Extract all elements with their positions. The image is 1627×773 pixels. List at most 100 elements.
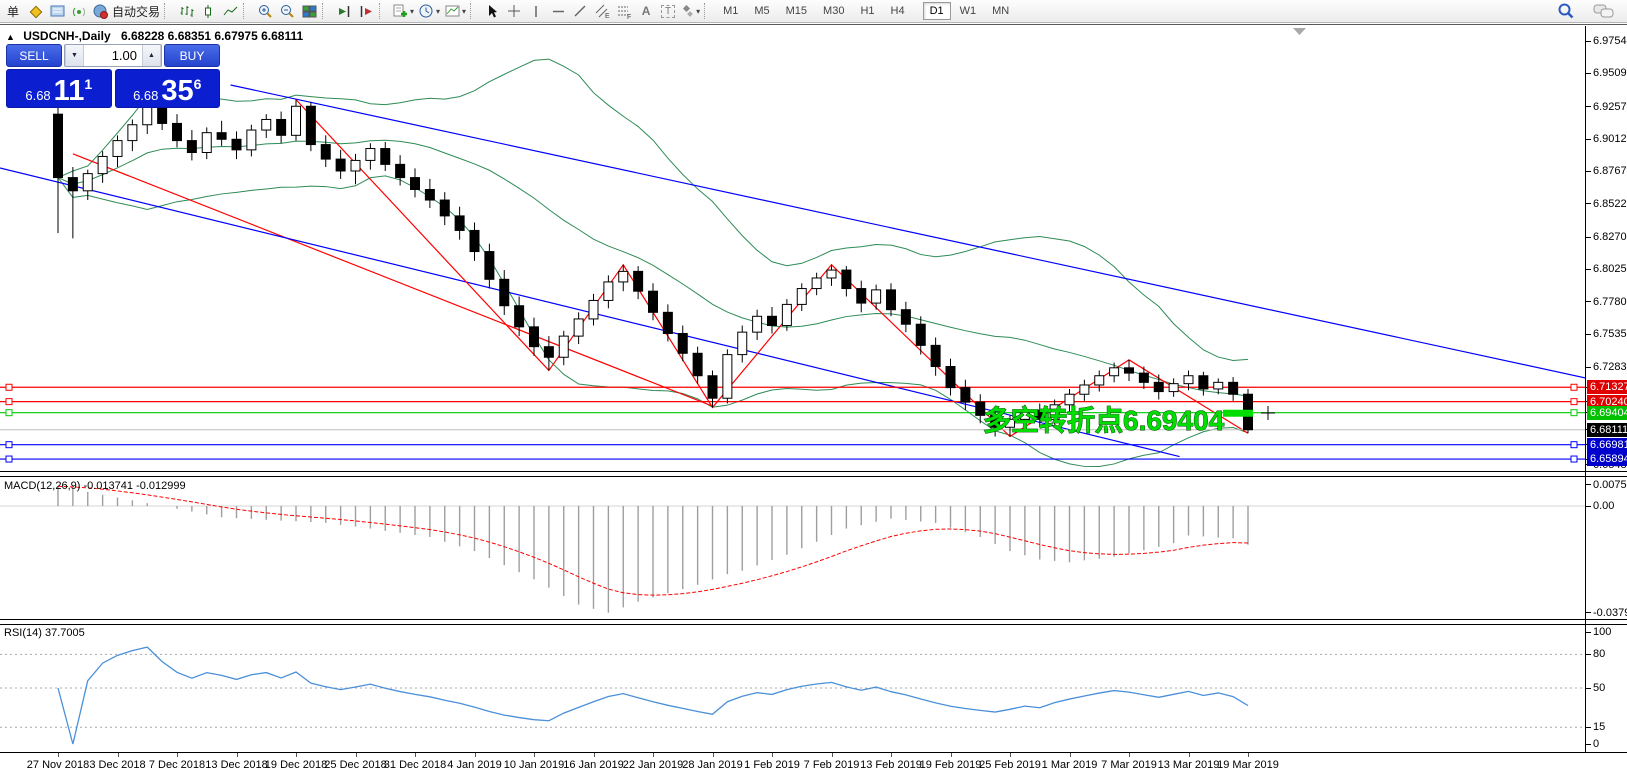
fibonacci-tool-button[interactable]: F xyxy=(613,1,635,21)
line-handle[interactable] xyxy=(5,383,13,391)
date-tick xyxy=(1010,753,1011,757)
chart-shift-button[interactable] xyxy=(355,1,377,21)
chart-shift-marker[interactable] xyxy=(1293,28,1306,35)
axis-tick xyxy=(1586,40,1591,42)
volume-up-button[interactable]: ▲ xyxy=(142,45,161,66)
axis-tick xyxy=(1586,268,1591,270)
candle-body xyxy=(127,124,138,142)
sell-button[interactable]: SELL xyxy=(6,44,62,67)
terminal-button[interactable] xyxy=(46,1,68,21)
indicators-button[interactable]: ▾ xyxy=(390,1,416,21)
line-handle[interactable] xyxy=(5,409,13,417)
line-handle[interactable] xyxy=(5,398,13,406)
line-handle[interactable] xyxy=(1570,441,1578,449)
candle-body xyxy=(424,188,435,201)
candlestick-mode-button[interactable] xyxy=(197,1,219,21)
line-handle[interactable] xyxy=(1570,455,1578,463)
line-handle[interactable] xyxy=(1570,398,1578,406)
buy-price-box[interactable]: 6.68 35 6 xyxy=(114,69,220,108)
chat-button[interactable] xyxy=(1591,1,1617,21)
bar-chart-mode-button[interactable] xyxy=(175,1,197,21)
crosshair-tool-button[interactable] xyxy=(503,1,525,21)
candle-body xyxy=(1019,409,1030,420)
trendline[interactable] xyxy=(230,84,1585,379)
search-button[interactable] xyxy=(1555,1,1577,21)
candle-body xyxy=(276,118,287,136)
candle-body xyxy=(1153,381,1164,393)
autotrading-label: 自动交易 xyxy=(112,4,161,19)
timeframe-m5[interactable]: M5 xyxy=(754,5,770,17)
panel-collapse-arrow[interactable]: ▲ xyxy=(6,32,15,42)
rsi-pane-canvas[interactable] xyxy=(0,624,1585,752)
timeframe-w1[interactable]: W1 xyxy=(959,5,977,17)
axis-label: 0 xyxy=(1593,738,1600,750)
timeframe-m1[interactable]: M1 xyxy=(723,5,739,17)
candle-body xyxy=(439,199,450,217)
timeframe-d1[interactable]: D1 xyxy=(922,2,951,20)
date-tick xyxy=(534,753,535,757)
new-order-button[interactable]: 单 xyxy=(2,1,24,21)
cursor-tool-button[interactable] xyxy=(481,1,503,21)
macd-pane-canvas[interactable] xyxy=(0,477,1585,619)
line-handle[interactable] xyxy=(1570,409,1578,417)
candle-body xyxy=(1094,375,1105,386)
volume-down-button[interactable]: ▼ xyxy=(65,45,84,66)
candle-body xyxy=(484,251,495,280)
date-label: 3 Dec 2018 xyxy=(89,759,146,771)
strategy-tester-button[interactable] xyxy=(68,1,90,21)
equidistant-channel-icon: E xyxy=(595,4,610,20)
axis-tick xyxy=(1586,236,1591,238)
zigzag-line[interactable] xyxy=(295,99,1249,438)
trendline-tool-button[interactable] xyxy=(569,1,591,21)
candle-body xyxy=(67,177,78,192)
sell-price-box[interactable]: 6.68 11 1 xyxy=(6,69,112,108)
pane-splitter-main-macd[interactable] xyxy=(0,471,1627,477)
journal-button[interactable] xyxy=(24,1,46,21)
line-handle[interactable] xyxy=(5,441,13,449)
timeframe-h1[interactable]: H1 xyxy=(860,5,875,17)
timeframe-h4[interactable]: H4 xyxy=(890,5,905,17)
timeframe-m15[interactable]: M15 xyxy=(785,5,808,17)
chart-title: ▲ USDCNH-,Daily 6.68228 6.68351 6.67975 … xyxy=(6,29,303,43)
shapes-tool-button[interactable]: ▾ xyxy=(679,1,702,21)
pane-splitter-macd-rsi[interactable] xyxy=(0,619,1627,625)
date-label: 13 Feb 2019 xyxy=(860,759,922,771)
tile-windows-button[interactable] xyxy=(298,1,320,21)
search-icon xyxy=(1558,3,1574,19)
timeframe-m30[interactable]: M30 xyxy=(823,5,845,17)
date-label: 10 Jan 2019 xyxy=(503,759,565,771)
trendline[interactable] xyxy=(72,153,713,407)
date-tick xyxy=(177,753,178,757)
bollinger-band xyxy=(57,175,1249,468)
volume-input[interactable]: 1.00 xyxy=(84,45,142,66)
zoom-in-button[interactable] xyxy=(254,1,276,21)
signal-icon xyxy=(72,7,85,16)
horizontal-line-tool-button[interactable] xyxy=(547,1,569,21)
date-label: 1 Feb 2019 xyxy=(744,759,800,771)
rsi-label: RSI(14) 37.7005 xyxy=(4,627,85,639)
line-handle[interactable] xyxy=(5,455,13,463)
line-chart-mode-button[interactable] xyxy=(219,1,241,21)
channel-tool-button[interactable]: E xyxy=(591,1,613,21)
main-chart-canvas[interactable]: 多空转折点6.69404 xyxy=(0,26,1585,471)
date-tick xyxy=(772,753,773,757)
line-handle[interactable] xyxy=(1570,383,1578,391)
buy-button[interactable]: BUY xyxy=(164,44,220,67)
shapes-dropdown-caret: ▾ xyxy=(696,6,701,16)
vertical-line-tool-button[interactable] xyxy=(525,1,547,21)
timeframe-mn[interactable]: MN xyxy=(992,5,1010,17)
autotrading-button[interactable]: 自动交易 xyxy=(90,1,162,21)
axis-tick xyxy=(1586,631,1591,633)
text-tool-button[interactable]: A xyxy=(635,1,657,21)
candle-body xyxy=(320,144,331,160)
bollinger-band xyxy=(57,58,1249,362)
text-label-tool-button[interactable]: T xyxy=(657,1,679,21)
indicators-dropdown-caret: ▾ xyxy=(410,6,415,16)
templates-button[interactable]: ▾ xyxy=(442,1,468,21)
periods-dropdown-caret: ▾ xyxy=(436,6,441,16)
zoom-out-button[interactable] xyxy=(276,1,298,21)
date-label: 19 Dec 2018 xyxy=(264,759,328,771)
auto-scroll-button[interactable] xyxy=(333,1,355,21)
periods-button[interactable]: ▾ xyxy=(416,1,442,21)
candle-body xyxy=(305,105,316,146)
